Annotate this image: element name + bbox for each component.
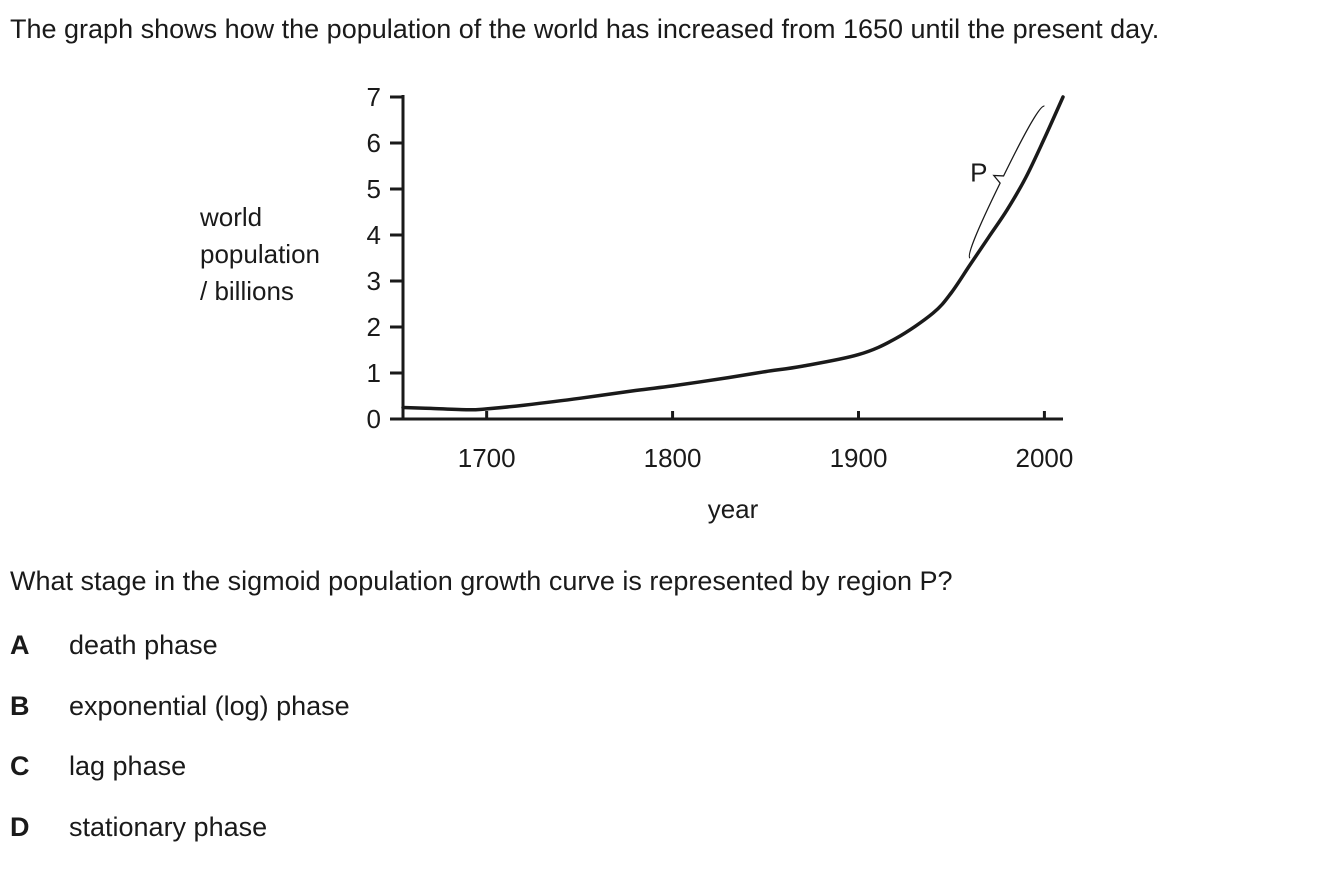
option-letter: C (10, 751, 30, 781)
question-text: What stage in the sigmoid population gro… (10, 566, 953, 596)
x-tick-label: 2000 (1015, 443, 1073, 473)
option-text: stationary phase (69, 811, 268, 842)
intro-text: The graph shows how the population of th… (10, 14, 1160, 44)
option-text: death phase (69, 630, 218, 660)
region-p-bracket (968, 105, 1045, 259)
x-tick-label: 1900 (830, 443, 888, 473)
population-line (401, 95, 1065, 412)
x-axis-label: year (708, 494, 759, 524)
y-tick-label: 5 (367, 174, 381, 204)
region-p-label: P (970, 158, 987, 188)
y-axis-label-line-1: world (200, 202, 263, 232)
y-tick-label: 2 (367, 312, 381, 342)
y-axis-label-line-2: population (200, 239, 320, 269)
option-letter: A (10, 630, 30, 660)
y-tick-label: 7 (367, 82, 381, 112)
y-tick-label: 6 (367, 128, 381, 158)
option-text: exponential (log) phase (69, 690, 350, 721)
option-letter: B (10, 690, 30, 721)
population-chart: 0 1 2 3 4 5 6 7 1700 1800 1900 2000 year P (367, 82, 1074, 524)
y-axis-label: world population / billions (200, 199, 320, 310)
x-tick-label: 1700 (458, 443, 516, 473)
option-letter: D (10, 811, 30, 842)
y-tick-label: 3 (367, 266, 381, 296)
y-tick-label: 1 (367, 358, 381, 388)
y-tick-label: 0 (367, 404, 381, 434)
x-tick-label: 1800 (644, 443, 702, 473)
y-tick-label: 4 (367, 220, 381, 250)
option-text: lag phase (69, 751, 187, 781)
y-axis-label-line-3: / billions (200, 276, 294, 306)
